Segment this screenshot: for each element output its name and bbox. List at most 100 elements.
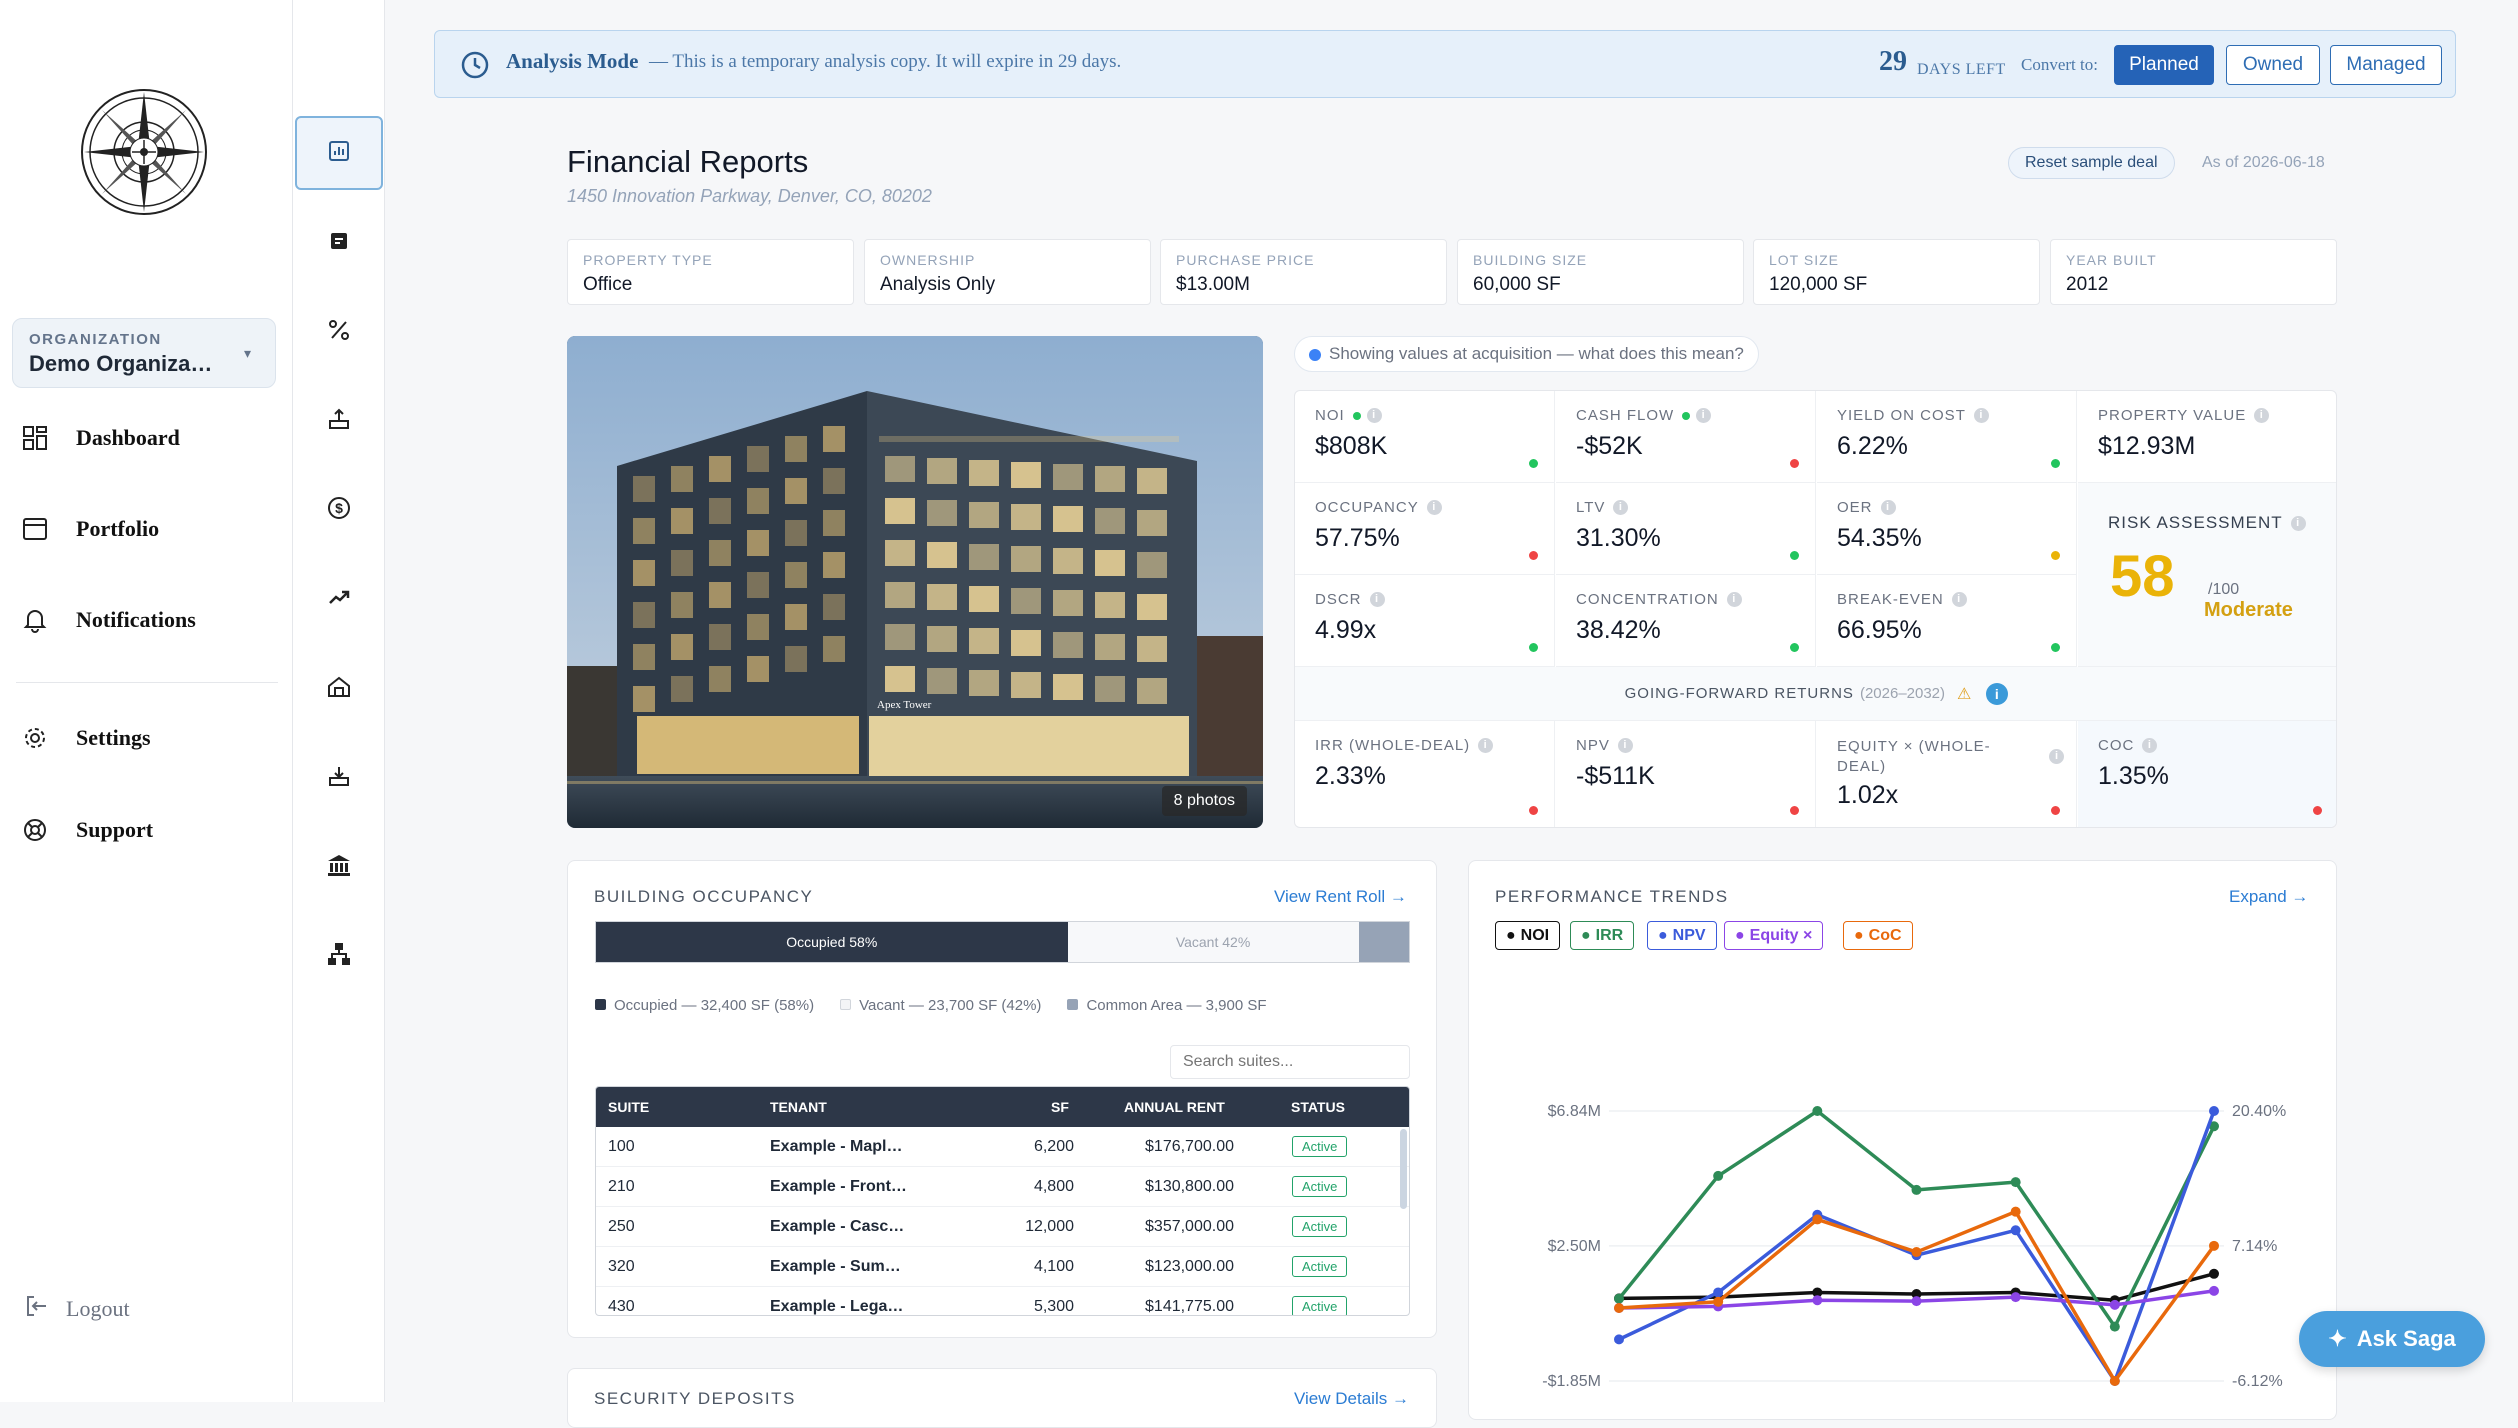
info-icon[interactable]: i <box>1613 500 1629 515</box>
metric-cash-flow[interactable]: CASH FLOW i -$52K <box>1556 391 1816 483</box>
column-header[interactable]: SUITE <box>608 1099 650 1115</box>
info-icon[interactable]: i <box>1951 592 1967 607</box>
rail-rates[interactable] <box>295 295 383 369</box>
rail-upload[interactable] <box>295 384 383 458</box>
legend-item: Occupied — 32,400 SF (58%) <box>595 997 814 1014</box>
view-rent-roll-link[interactable]: View Rent Roll → <box>1274 887 1407 906</box>
ask-saga-button[interactable]: ✦ Ask Saga <box>2299 1311 2485 1367</box>
risk-assessment[interactable]: RISK ASSESSMENT i 58 /100 Moderate <box>2078 483 2336 667</box>
acquisition-values-toggle[interactable]: Showing values at acquisition — what doe… <box>1294 336 1759 372</box>
metric-dscr[interactable]: DSCR i 4.99x <box>1295 575 1555 667</box>
column-header[interactable]: SF <box>1051 1099 1069 1115</box>
info-icon[interactable]: i <box>2254 408 2270 423</box>
column-header[interactable]: STATUS <box>1291 1099 1345 1115</box>
organization-selector[interactable]: ORGANIZATION Demo Organiza… ▾ <box>12 318 276 388</box>
metric-value: 57.75% <box>1315 524 1400 552</box>
metric-property-value[interactable]: PROPERTY VALUE i $12.93M <box>2078 391 2336 483</box>
table-scrollbar[interactable] <box>1400 1129 1407 1209</box>
info-icon[interactable]: i <box>1366 408 1382 423</box>
metric-noi[interactable]: NOI i $808K <box>1295 391 1555 483</box>
rail-trends[interactable] <box>295 562 383 636</box>
info-icon[interactable]: i <box>1617 738 1633 753</box>
reset-sample-deal-button[interactable]: Reset sample deal <box>2008 147 2175 179</box>
window-pane <box>927 542 957 568</box>
nav-portfolio[interactable]: Portfolio <box>20 509 159 549</box>
nav-notifications[interactable]: Notifications <box>20 600 196 640</box>
property-photo[interactable]: Apex Tower 8 photos <box>567 336 1263 828</box>
status-dot-icon <box>2313 806 2322 815</box>
view-details-link[interactable]: View Details → <box>1294 1389 1409 1408</box>
info-icon[interactable]: i <box>1986 682 2009 705</box>
series-toggle-chip[interactable]: ● Equity × <box>1724 921 1824 950</box>
fact-label: PROPERTY TYPE <box>583 252 713 268</box>
nav-settings[interactable]: Settings <box>20 718 151 758</box>
series-toggle-chip[interactable]: ● NPV <box>1647 921 1717 950</box>
data-point <box>2109 1299 2120 1310</box>
rail-documents[interactable] <box>295 206 383 280</box>
suite-search-input[interactable] <box>1170 1045 1410 1079</box>
metric-break-even[interactable]: BREAK-EVEN i 66.95% <box>1817 575 2077 667</box>
table-row[interactable]: 100 Example - Mapl… 6,200 $176,700.00 Active <box>596 1127 1409 1167</box>
nav-support[interactable]: Support <box>20 810 153 850</box>
warning-icon[interactable]: ⚠ <box>1957 685 1973 703</box>
rail-cash-flow[interactable]: $ <box>295 473 383 547</box>
info-icon[interactable]: i <box>1726 592 1742 607</box>
window-pane <box>1095 550 1125 576</box>
legend-item: Vacant — 23,700 SF (42%) <box>840 997 1041 1014</box>
info-icon[interactable]: i <box>1369 592 1385 607</box>
compass-logo[interactable] <box>80 88 208 216</box>
data-point <box>2010 1292 2021 1303</box>
metric-equity-multiple[interactable]: EQUITY × (WHOLE-DEAL) i 1.02x <box>1817 721 2077 827</box>
data-point <box>2209 1268 2219 1279</box>
download-icon <box>327 764 351 793</box>
table-row[interactable]: 430 Example - Lega… 5,300 $141,775.00 Active <box>596 1287 1409 1315</box>
rail-lender[interactable] <box>295 830 383 904</box>
info-icon[interactable]: i <box>1880 500 1896 515</box>
window-pane <box>823 510 845 536</box>
status-dot-icon <box>2051 806 2060 815</box>
window-pane <box>927 626 957 652</box>
tenant-cell: Example - Lega… <box>770 1297 904 1315</box>
bank-icon <box>326 852 352 883</box>
metric-concentration[interactable]: CONCENTRATION i 38.42% <box>1556 575 1816 667</box>
convert-planned-button[interactable]: Planned <box>2114 45 2214 85</box>
column-header[interactable]: ANNUAL RENT <box>1124 1099 1225 1115</box>
rail-structure[interactable] <box>295 919 383 993</box>
rail-financial-reports[interactable] <box>295 116 383 190</box>
metric-irr[interactable]: IRR (WHOLE-DEAL) i 2.33% <box>1295 721 1555 827</box>
vacant-segment: Vacant 42% <box>1067 922 1359 962</box>
suite-cell: 320 <box>608 1257 635 1275</box>
info-icon[interactable]: i <box>2290 515 2306 531</box>
column-header[interactable]: TENANT <box>770 1099 827 1115</box>
convert-owned-button[interactable]: Owned <box>2226 45 2320 85</box>
info-icon[interactable]: i <box>2142 738 2158 753</box>
info-icon[interactable]: i <box>1426 500 1442 515</box>
logout-button[interactable]: Logout <box>24 1293 130 1324</box>
series-toggle-chip[interactable]: ● CoC <box>1843 921 1913 950</box>
rail-property[interactable] <box>295 652 383 726</box>
metric-npv[interactable]: NPV i -$511K <box>1556 721 1816 827</box>
info-icon[interactable]: i <box>1696 408 1712 423</box>
metric-yield-on-cost[interactable]: YIELD ON COST i 6.22% <box>1817 391 2077 483</box>
nav-dashboard[interactable]: Dashboard <box>20 418 180 458</box>
rail-download[interactable] <box>295 741 383 815</box>
info-icon[interactable]: i <box>1973 408 1989 423</box>
table-row[interactable]: 210 Example - Front… 4,800 $130,800.00 Activ… <box>596 1167 1409 1207</box>
right-axis-tick: -6.12% <box>2232 1373 2283 1390</box>
expand-chart-link[interactable]: Expand → <box>2229 887 2309 906</box>
metric-occupancy[interactable]: OCCUPANCY i 57.75% <box>1295 483 1555 575</box>
photo-count-badge[interactable]: 8 photos <box>1161 786 1247 816</box>
data-point <box>1713 1170 1724 1181</box>
metric-ltv[interactable]: LTV i 31.30% <box>1556 483 1816 575</box>
series-toggle-chip[interactable]: ● IRR <box>1570 921 1635 950</box>
table-row[interactable]: 320 Example - Sum… 4,100 $123,000.00 Active <box>596 1247 1409 1287</box>
info-icon[interactable]: i <box>2049 749 2064 764</box>
series-toggle-chip[interactable]: ● NOI <box>1495 921 1561 950</box>
convert-managed-button[interactable]: Managed <box>2330 45 2442 85</box>
table-row[interactable]: 250 Example - Casc… 12,000 $357,000.00 Activ… <box>596 1207 1409 1247</box>
status-badge: Active <box>1292 1136 1348 1157</box>
metric-oer[interactable]: OER i 54.35% <box>1817 483 2077 575</box>
info-icon[interactable]: i <box>1478 738 1494 753</box>
metric-coc[interactable]: COC i 1.35% <box>2078 721 2336 827</box>
window-pane <box>1011 504 1041 530</box>
